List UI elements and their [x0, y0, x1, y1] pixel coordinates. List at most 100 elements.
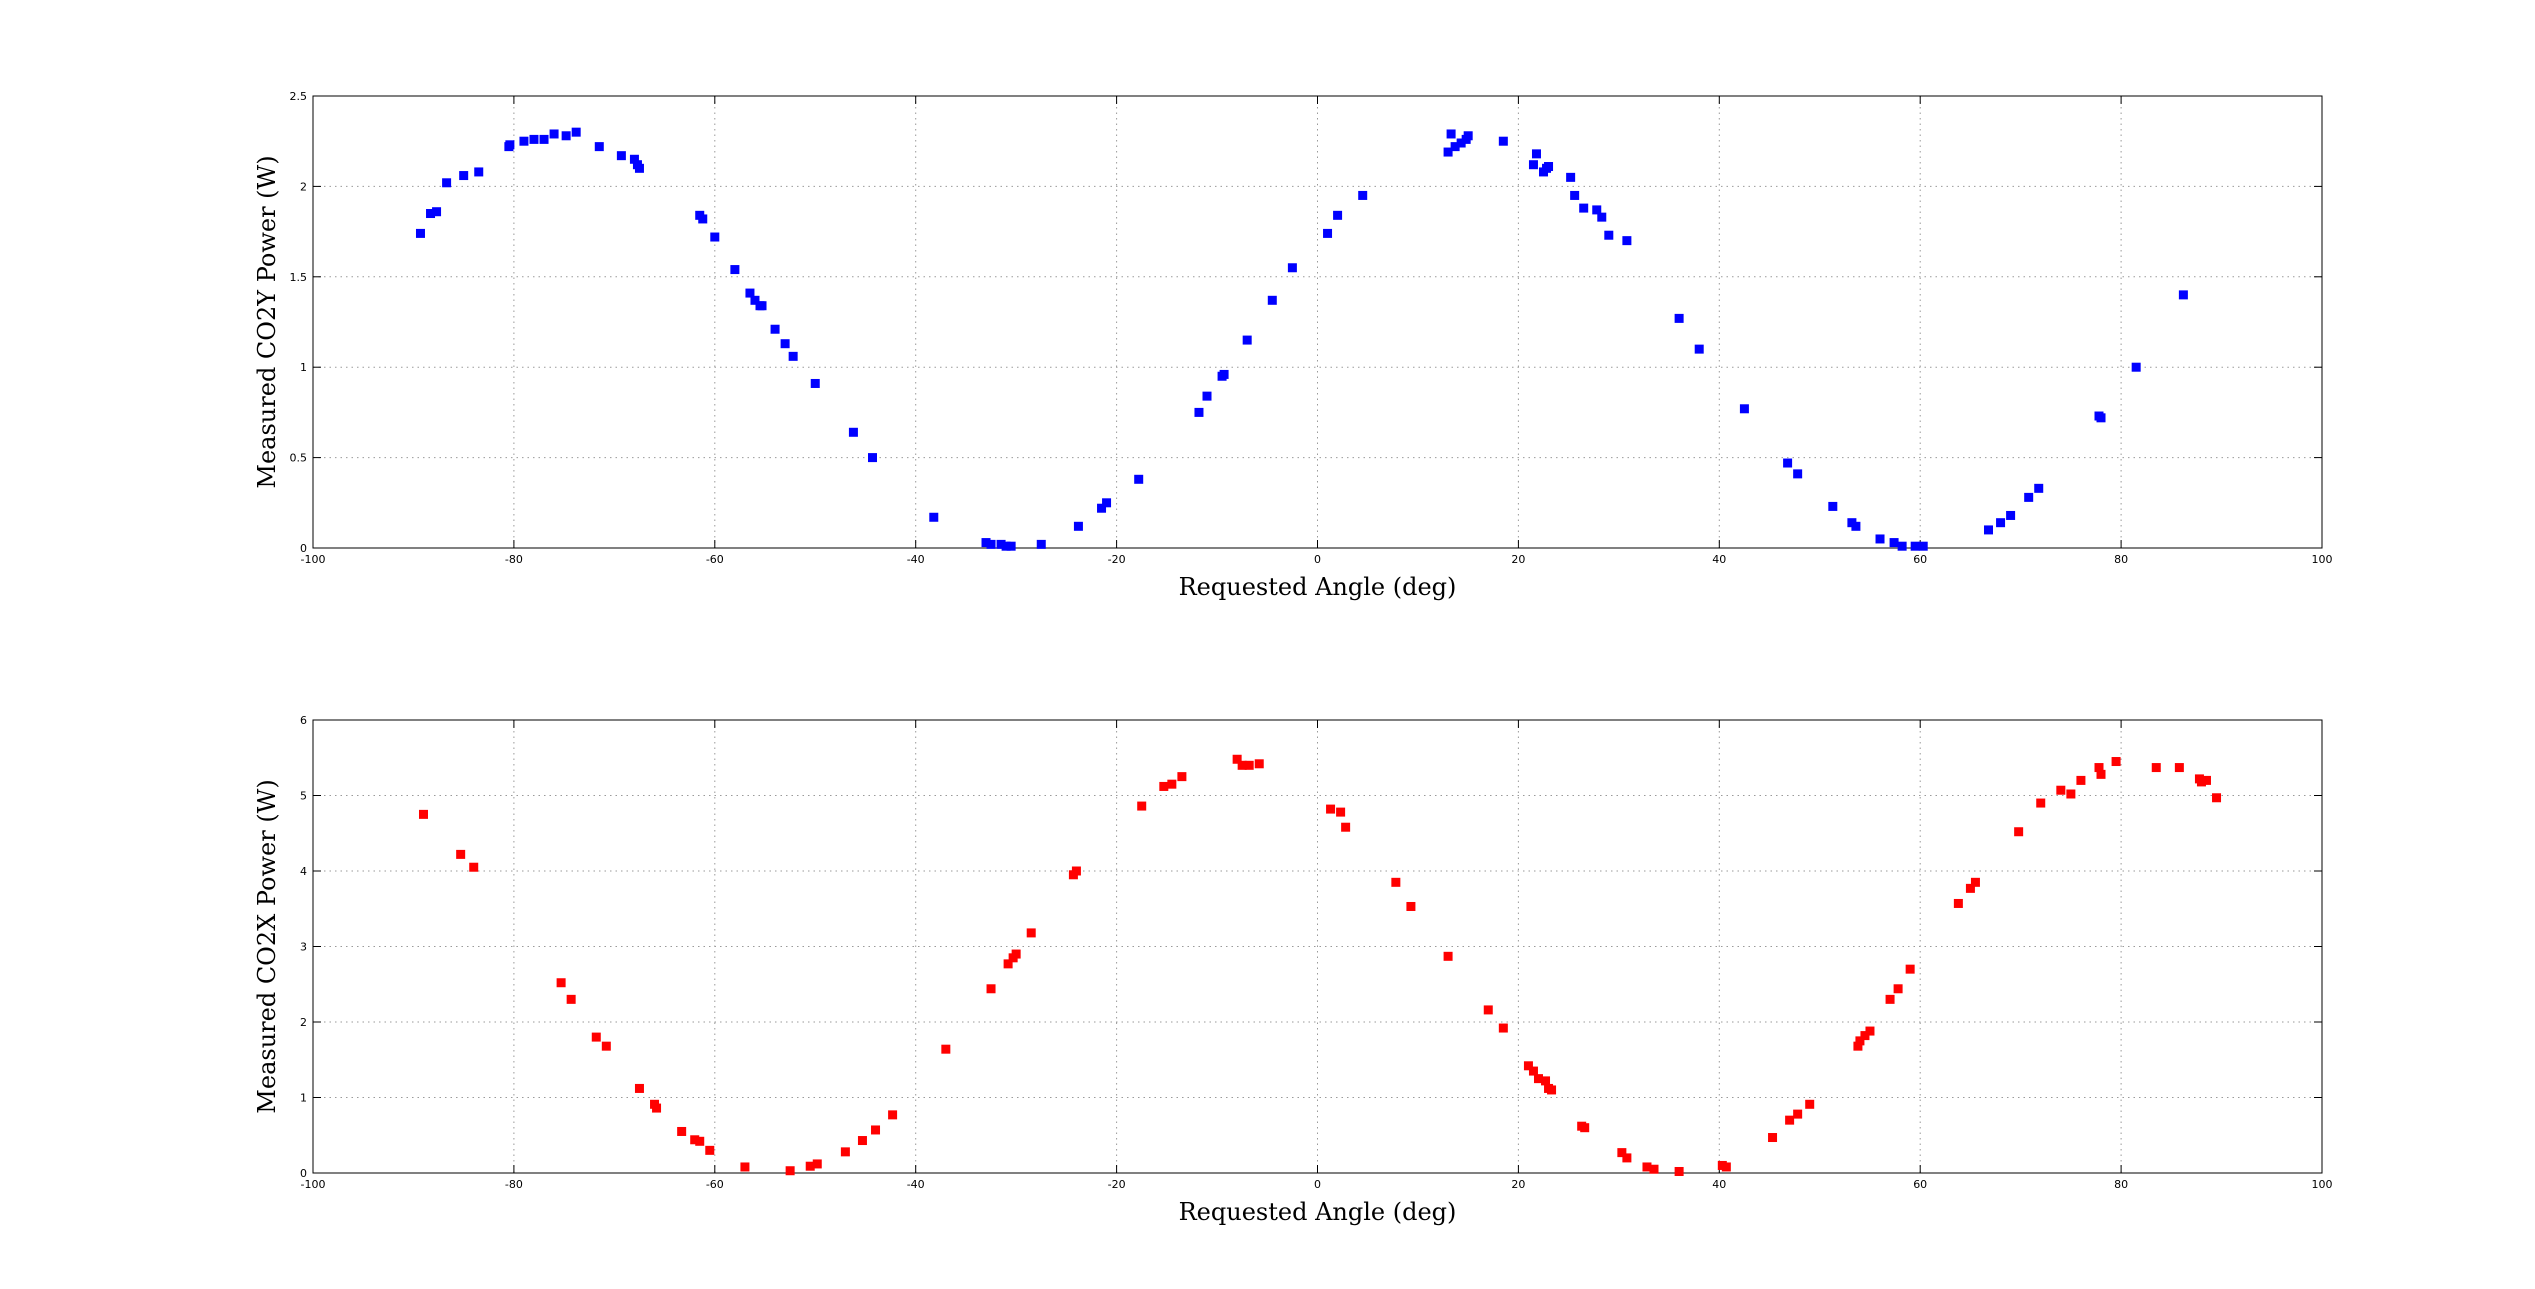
co2y-data-point — [1918, 541, 1928, 551]
co2x-data-point — [840, 1147, 850, 1157]
co2y-data-point — [1456, 138, 1466, 148]
co2x-data-point — [456, 849, 466, 859]
co2x-y-tick-label: 4 — [300, 865, 307, 878]
co2y-data-point — [1006, 541, 1016, 551]
co2y-x-tick-label: 100 — [2312, 553, 2333, 566]
co2x-data-point — [1617, 1148, 1627, 1158]
co2x-data-point — [1341, 822, 1351, 832]
co2x-data-point — [1533, 1074, 1543, 1084]
co2y-x-tick-label: 60 — [1913, 553, 1927, 566]
co2x-data-point — [740, 1162, 750, 1172]
co2x-x-tick-label: 40 — [1712, 1178, 1726, 1191]
co2y-data-point — [1604, 230, 1614, 240]
co2x-data-point — [1721, 1162, 1731, 1172]
co2y-data-point — [780, 339, 790, 349]
co2x-data-point — [1580, 1123, 1590, 1133]
co2y-data-point — [2131, 362, 2141, 372]
co2y-data-point — [757, 301, 767, 311]
co2x-data-point — [1026, 928, 1036, 938]
co2x-y-tick-label: 3 — [300, 941, 307, 954]
co2x-plot-frame — [312, 719, 2323, 1174]
co2x-data-point — [1905, 964, 1915, 974]
co2y-data-point — [1828, 501, 1838, 511]
co2x-data-point — [871, 1125, 881, 1135]
co2y-data-point — [981, 538, 991, 548]
co2y-data-point — [1194, 407, 1204, 417]
co2x-data-point — [2111, 757, 2121, 767]
co2x-data-point — [812, 1159, 822, 1169]
co2x-data-point — [1159, 781, 1169, 791]
co2x-x-tick-label: 100 — [2312, 1178, 2333, 1191]
co2x-y-tick-label: 1 — [300, 1092, 307, 1105]
co2y-data-point — [1242, 335, 1252, 345]
co2y-data-point — [549, 129, 559, 139]
co2y-data-point — [745, 288, 755, 298]
co2x-data-point — [2212, 793, 2222, 803]
co2y-x-tick-label: -20 — [1108, 553, 1126, 566]
co2y-data-point — [1579, 203, 1589, 213]
co2y-x-tick-label: -100 — [301, 553, 326, 566]
co2y-data-point — [1267, 295, 1277, 305]
co2y-data-point — [1897, 541, 1907, 551]
co2y-data-point — [2024, 492, 2034, 502]
co2x-data-point — [418, 809, 428, 819]
co2y-x-axis-label: Requested Angle (deg) — [1179, 573, 1457, 601]
co2y-data-point — [2178, 290, 2188, 300]
co2x-data-point — [652, 1103, 662, 1113]
co2y-x-tick-label: -80 — [505, 553, 523, 566]
co2x-power-plot: -100 -80 -60 -40 -20 0 20 40 60 80 100 0 1 2 3 4 5 6 Reque… — [253, 714, 2333, 1226]
co2x-data-point — [601, 1041, 611, 1051]
co2x-data-point — [785, 1166, 795, 1176]
co2x-data-point — [1498, 1023, 1508, 1033]
co2x-x-tick-label: 20 — [1511, 1178, 1525, 1191]
co2y-y-tick-label: 0.5 — [290, 452, 308, 465]
co2y-data-point — [1073, 521, 1083, 531]
co2x-x-tick-label: -20 — [1108, 1178, 1126, 1191]
co2x-data-point — [634, 1083, 644, 1093]
co2x-data-point — [1865, 1026, 1875, 1036]
co2y-data-point — [1202, 391, 1212, 401]
co2x-data-point — [677, 1126, 687, 1136]
co2x-y-axis-label: Measured CO2X Power (W) — [253, 779, 281, 1113]
co2x-data-point — [1244, 760, 1254, 770]
co2x-data-point — [1649, 1164, 1659, 1174]
co2x-data-point — [1167, 779, 1177, 789]
co2x-data-point — [1785, 1115, 1795, 1125]
co2y-data-point — [1996, 518, 2006, 528]
co2x-y-tick-label: 2 — [300, 1016, 307, 1029]
co2y-data-point — [730, 265, 740, 275]
co2y-data-point — [1528, 160, 1538, 170]
co2y-data-point — [634, 163, 644, 173]
co2x-data-point — [1326, 804, 1336, 814]
co2x-data-point — [2196, 777, 2206, 787]
co2y-y-tick-label: 0 — [300, 542, 307, 555]
co2y-data-point — [505, 140, 515, 150]
co2y-power-plot: -100 -80 -60 -40 -20 0 20 40 60 80 100 0 0.5 1 1.5 2 2.5… — [253, 90, 2333, 601]
co2y-data-point — [698, 214, 708, 224]
co2x-data-point — [857, 1136, 867, 1146]
co2y-data-point — [415, 228, 425, 238]
co2y-data-point — [1102, 498, 1112, 508]
co2x-x-tick-label: -40 — [907, 1178, 925, 1191]
co2x-data-point — [1885, 994, 1895, 1004]
co2x-data-point — [1003, 959, 1013, 969]
co2x-data-point — [805, 1161, 815, 1171]
co2y-data-point — [810, 378, 820, 388]
co2y-data-point — [442, 178, 452, 188]
co2x-y-tick-label: 6 — [300, 714, 307, 727]
co2x-data-point — [2076, 775, 2086, 785]
co2y-data-point — [1622, 236, 1632, 246]
co2y-x-tick-label: -60 — [706, 553, 724, 566]
co2x-data-point — [1483, 1005, 1493, 1015]
co2x-data-point — [556, 978, 566, 988]
co2y-data-point — [432, 207, 442, 217]
co2x-data-point — [2036, 798, 2046, 808]
co2y-data-point — [1851, 521, 1861, 531]
co2x-data-point — [1406, 901, 1416, 911]
co2x-data-point — [2151, 763, 2161, 773]
co2y-data-point — [2096, 413, 2106, 423]
co2x-data-point — [1793, 1109, 1803, 1119]
co2x-data-point — [2096, 769, 2106, 779]
co2y-x-tick-label: -40 — [907, 553, 925, 566]
co2y-data-point — [868, 453, 878, 463]
